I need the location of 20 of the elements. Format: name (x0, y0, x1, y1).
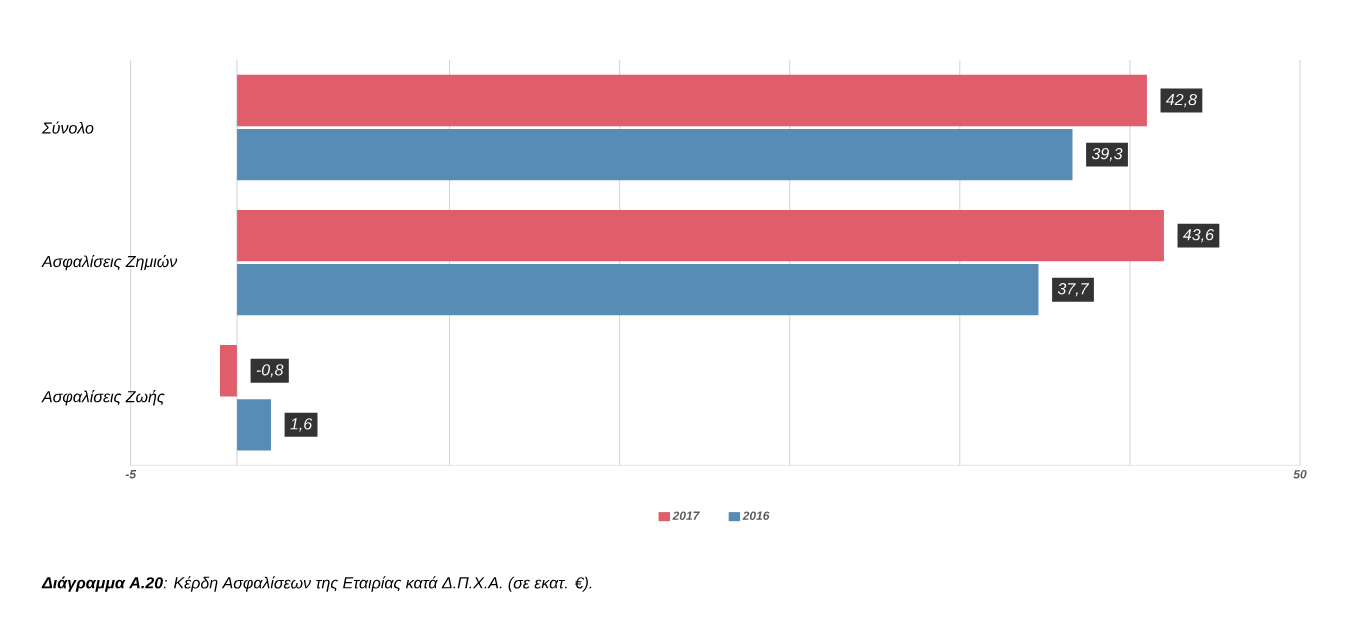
bar (219, 345, 237, 397)
data-label: 1,6 (290, 418, 313, 432)
bar (236, 399, 271, 451)
bar (236, 75, 1147, 127)
data-label: 39,3 (1091, 148, 1123, 162)
legend-label: 2016 (742, 511, 770, 521)
data-label: -0,8 (256, 364, 284, 378)
x-tick-label: -5 (125, 470, 137, 479)
y-tick-label: Ασφαλίσεις Ζημιών (41, 255, 178, 271)
text: Διάγραμμα Α.20: Κέρδη Ασφαλίσεων της Εταιρίας κατά Δ.Π.Χ.Α. (σε εκατ. €). (41, 576, 592, 592)
data-label: 37,7 (1057, 283, 1090, 297)
data-label: 43,6 (1182, 229, 1214, 243)
legend-label: 2017 (672, 511, 700, 521)
data-label: 42,8 (1165, 94, 1197, 108)
x-tick-label: 50 (1293, 470, 1307, 479)
bar (236, 129, 1073, 181)
y-tick-label: Ασφαλίσεις Ζωής (41, 390, 165, 406)
y-tick-label: Σύνολο (42, 121, 94, 134)
bar (236, 264, 1039, 316)
bar (236, 210, 1164, 262)
